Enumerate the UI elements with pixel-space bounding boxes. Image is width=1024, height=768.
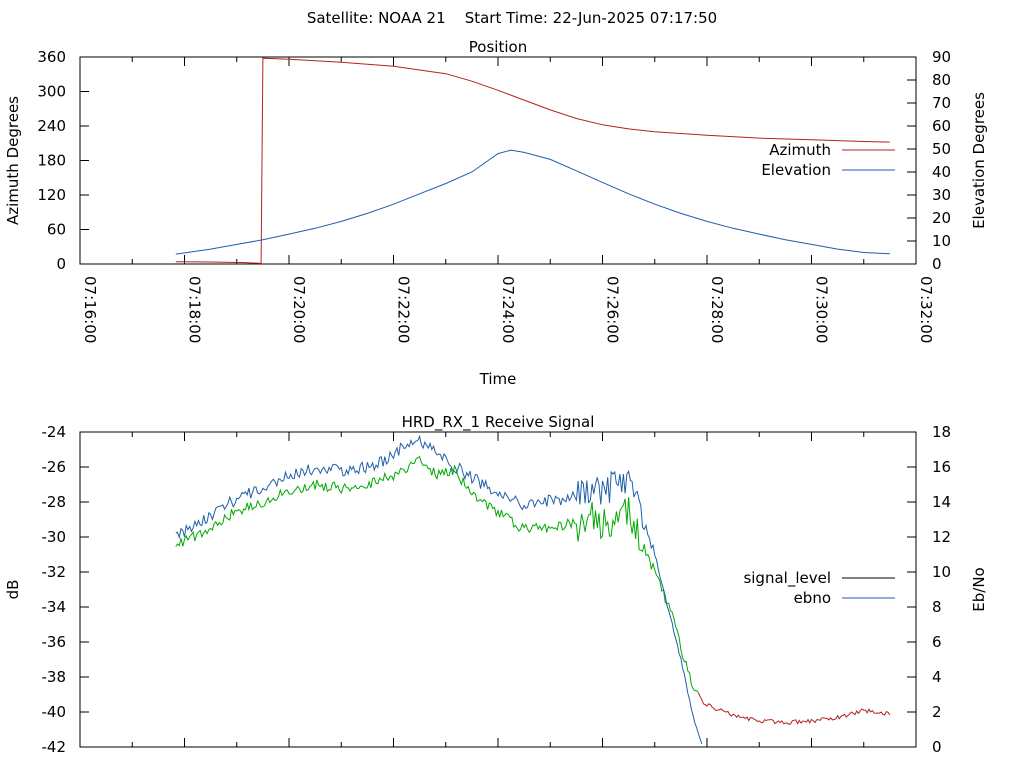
x-tick-label: 07:28:00 [708,276,726,343]
y2-tick-label: 16 [932,458,951,476]
y-tick-label: -28 [42,493,67,511]
x-tick-label: 07:30:00 [813,276,831,343]
chart-title: HRD_RX_1 Receive Signal [402,413,595,432]
y2-tick-label: 10 [932,232,951,250]
x-tick-label: 07:20:00 [290,276,308,343]
position-chart: Position 07:16:00 07:18:00 07:20:00 07:22:00… [4,38,988,388]
series-line-azimuth [175,57,890,264]
y-tick-label: -24 [42,423,67,441]
y2-tick-label: 50 [932,140,951,158]
y2-tick-label: 6 [932,633,942,651]
y2-tick-label: 4 [932,668,942,686]
y2-axis-label: Elevation Degrees [970,92,988,229]
y-tick-label: 360 [37,48,66,66]
y-tick-label: -38 [42,668,67,686]
y2-tick-label: 20 [932,209,951,227]
x-tick-label: 07:22:00 [395,276,413,343]
y-tick-label: -40 [42,703,67,721]
y-tick-label: -36 [42,633,67,651]
y2-tick-label: 2 [932,703,942,721]
x-tick-label: 07:16:00 [81,276,99,343]
y2-tick-label: 12 [932,528,951,546]
y-tick-label: -34 [42,598,67,616]
x-axis-label: Time [479,370,517,388]
series-line-elevation [175,149,890,255]
y2-tick-label: 0 [932,255,942,273]
y2-tick-label: 80 [932,71,951,89]
y2-axis-label: Eb/No [970,567,988,611]
y-axis-label: Azimuth Degrees [4,96,22,225]
y2-tick-label: 30 [932,186,951,204]
y2-tick-label: 0 [932,738,942,756]
x-tick-label: 07:18:00 [186,276,204,343]
y2-tick-label: 8 [932,598,942,616]
receive-signal-chart: HRD_RX_1 Receive Signal -42 -40 -38 -36 -34 -3… [4,413,988,756]
y2-tick-label: 14 [932,493,951,511]
y2-tick-label: 18 [932,423,951,441]
y-tick-label: 60 [47,221,66,239]
y2-tick-label: 60 [932,117,951,135]
plot-frame [79,431,917,748]
series-line-signal-level [175,456,699,693]
x-tick-label: 07:32:00 [917,276,935,343]
y2-tick-label: 70 [932,94,951,112]
y-tick-label: -32 [42,563,67,581]
chart-title: Position [469,38,527,56]
y2-tick-label: 10 [932,563,951,581]
legend-label: ebno [794,589,831,607]
legend-label: signal_level [743,569,831,588]
y-axis-label: dB [4,580,22,600]
y2-tick-label: 40 [932,163,951,181]
y-tick-label: 300 [37,83,66,101]
series-line-ebno [175,434,703,744]
y-tick-label: -42 [42,738,67,756]
y-tick-label: 120 [37,186,66,204]
y2-tick-label: 90 [932,48,951,66]
page-title: Satellite: NOAA 21 Start Time: 22-Jun-20… [307,9,717,27]
y-tick-label: 0 [56,255,66,273]
series-line-signal-level [697,692,891,725]
x-tick-label: 07:26:00 [604,276,622,343]
legend-label: Elevation [761,161,831,179]
legend-label: Azimuth [769,141,831,159]
y-tick-label: -30 [42,528,67,546]
y-tick-label: 240 [37,117,66,135]
y-tick-label: -26 [42,458,67,476]
y-tick-label: 180 [37,152,66,170]
x-tick-label: 07:24:00 [499,276,517,343]
